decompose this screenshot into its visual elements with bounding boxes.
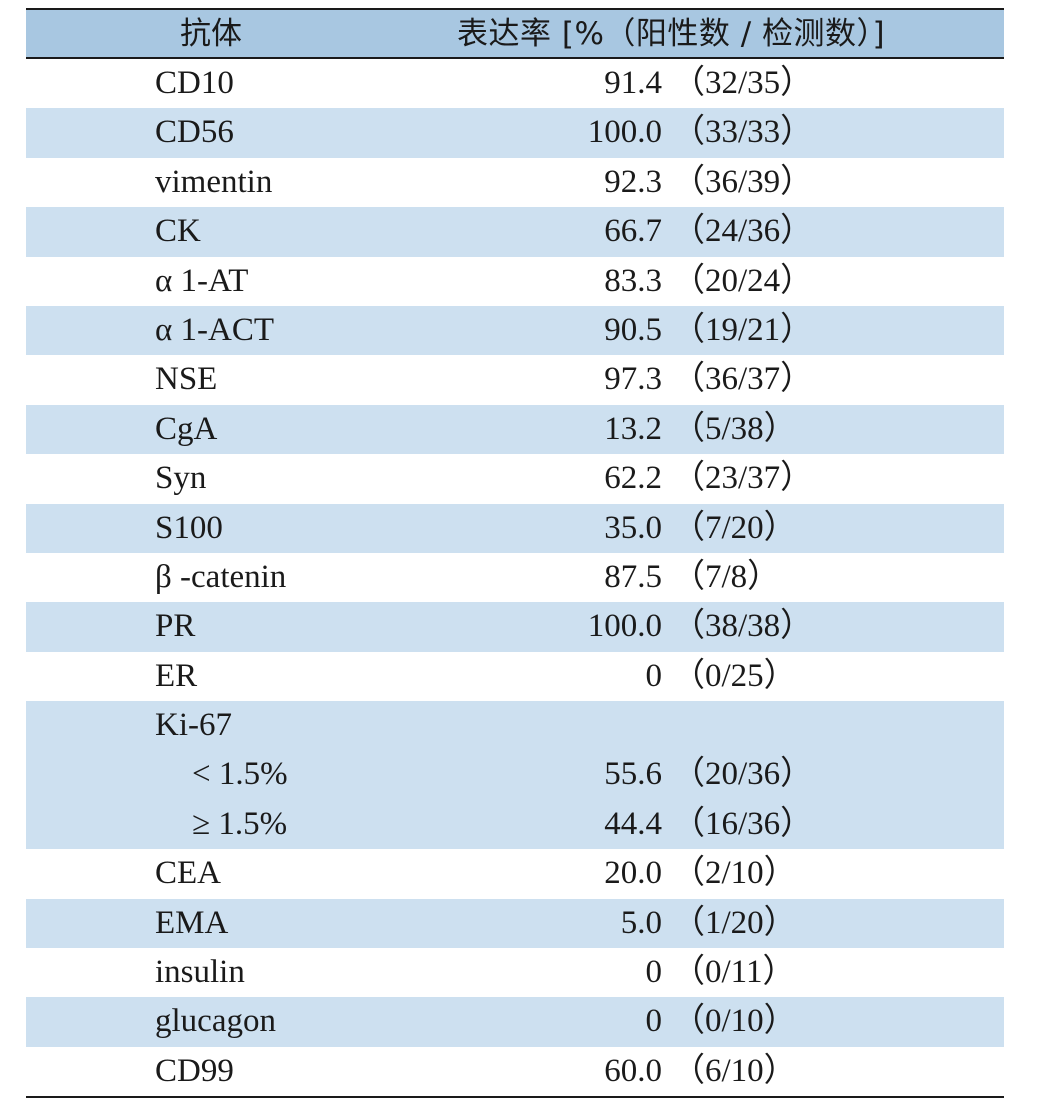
row-rate: 20.0 [604,855,662,892]
table-header: 抗体 表达率 [%（阳性数 / 检测数）] [26,10,1004,57]
table-header-rule [26,57,1004,59]
row-rate: 35.0 [604,509,662,546]
row-antibody: α 1-AT [155,262,249,299]
table-row: Syn 62.2 （23/37） [26,454,1004,503]
row-count: （32/35） [672,65,814,101]
row-antibody: EMA [155,904,229,941]
row-antibody: CD56 [155,114,234,151]
header-antibody: 抗体 [180,16,242,52]
table-row: PR 100.0 （38/38） [26,602,1004,652]
row-count: （1/20） [672,904,797,941]
row-antibody: ER [155,657,198,694]
row-count: （7/8） [672,558,781,595]
row-count: （20/36） [672,756,814,793]
row-antibody: CD99 [155,1052,234,1089]
row-antibody: glucagon [155,1003,276,1040]
row-rate: 60.0 [604,1052,662,1089]
row-count: （19/21） [672,311,814,348]
row-count: （20/24） [672,262,814,299]
row-count: （0/10） [672,1003,797,1040]
row-count: （24/36） [672,213,814,250]
table-row: vimentin 92.3 （36/39） [26,158,1004,207]
row-count: （5/38） [672,410,797,447]
row-rate: 62.2 [604,460,662,497]
row-antibody: CK [155,213,201,250]
row-rate: 92.3 [604,163,662,200]
row-rate: 100.0 [587,608,662,645]
row-rate: 0 [645,657,663,694]
table-row: ≥ 1.5% 44.4 （16/36） [26,799,1004,850]
row-rate: 91.4 [604,65,662,101]
table-body: CD10 91.4 （32/35） CD56 100.0 （33/33） vim… [26,59,1004,1096]
row-antibody: NSE [155,361,218,398]
table-row: CEA 20.0 （2/10） [26,849,1004,898]
table-bottom-rule [26,1096,1004,1099]
row-rate: 13.2 [604,410,662,447]
row-antibody: α 1-ACT [155,311,275,348]
row-rate: 97.3 [604,361,662,398]
row-count: （36/39） [672,163,814,200]
row-count: （36/37） [672,361,814,398]
row-count: （0/11） [672,954,796,991]
row-rate: 0 [645,1003,663,1040]
row-count: （23/37） [672,460,814,497]
table-row: β -catenin 87.5 （7/8） [26,553,1004,602]
row-antibody: CD10 [155,65,234,101]
row-antibody: CgA [155,410,218,447]
table-row: CgA 13.2 （5/38） [26,404,1004,455]
table-top-rule [26,8,1004,10]
row-count: （6/10） [672,1052,797,1089]
row-antibody-subgroup: ≥ 1.5% [192,805,288,842]
row-rate: 0 [645,954,663,991]
table-row: CK 66.7 （24/36） [26,207,1004,257]
row-count: （16/36） [672,805,814,842]
table-row: α 1-ACT 90.5 （19/21） [26,305,1004,356]
row-antibody: CEA [155,855,221,892]
table-row: CD10 91.4 （32/35） [26,59,1004,108]
row-rate: 5.0 [620,904,662,941]
row-count: （33/33） [672,114,814,151]
row-antibody: Syn [155,460,207,497]
row-antibody: PR [155,608,196,645]
table-row: CD99 60.0 （6/10） [26,1047,1004,1096]
row-antibody: vimentin [155,163,273,200]
row-antibody: S100 [155,509,223,546]
row-count: （7/20） [672,509,797,546]
table-row: EMA 5.0 （1/20） [26,898,1004,949]
row-antibody-subgroup: < 1.5% [192,756,288,793]
table-row: NSE 97.3 （36/37） [26,355,1004,404]
row-count: （2/10） [672,855,797,892]
row-rate: 44.4 [604,805,662,842]
row-count: （38/38） [672,608,814,645]
table-row: α 1-AT 83.3 （20/24） [26,257,1004,306]
table-row: glucagon 0 （0/10） [26,997,1004,1047]
row-rate: 66.7 [604,213,662,250]
row-antibody: insulin [155,954,245,991]
antibody-expression-table: 抗体 表达率 [%（阳性数 / 检测数）] CD10 91.4 （32/35） … [26,8,1004,1099]
row-antibody: β -catenin [155,558,287,595]
row-rate: 100.0 [587,114,662,151]
row-rate: 87.5 [604,558,662,595]
header-expression-rate: 表达率 [%（阳性数 / 检测数）] [457,16,886,52]
table-row: < 1.5% 55.6 （20/36） [26,750,1004,800]
table-row: S100 35.0 （7/20） [26,503,1004,553]
row-rate: 83.3 [604,262,662,299]
table-row: insulin 0 （0/11） [26,948,1004,997]
row-rate: 55.6 [604,756,662,793]
row-antibody: Ki-67 [155,707,232,744]
row-count: （0/25） [672,657,797,694]
table-row: CD56 100.0 （33/33） [26,108,1004,158]
row-rate: 90.5 [604,311,662,348]
table-row: Ki-67 [26,701,1004,751]
table-row: ER 0 （0/25） [26,652,1004,701]
